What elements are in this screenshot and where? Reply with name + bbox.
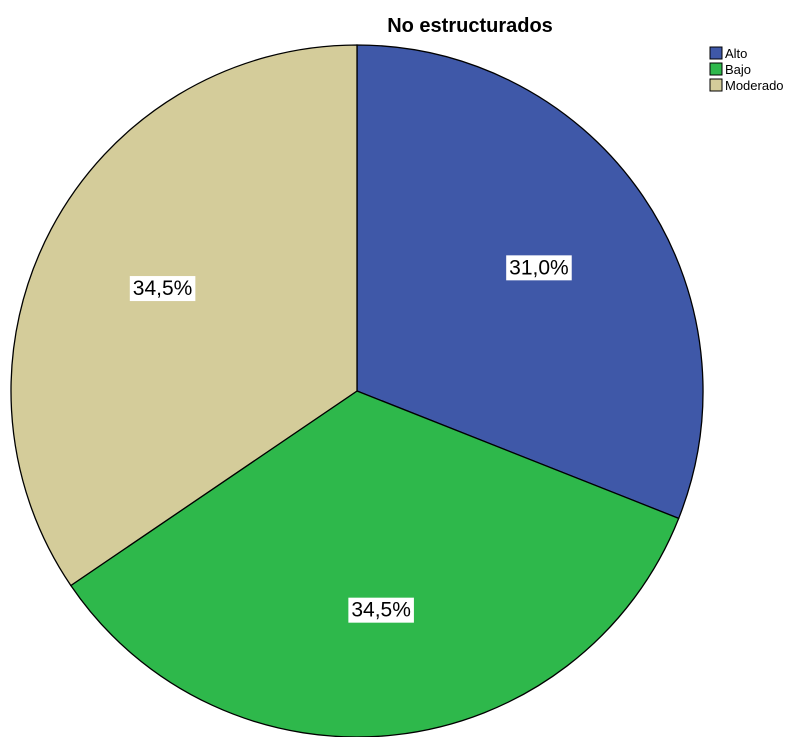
slice-label-text: 34,5% xyxy=(351,599,411,622)
pie-slices xyxy=(10,44,704,737)
legend-label-bajo: Bajo xyxy=(725,62,751,77)
slice-label-bg xyxy=(348,597,414,623)
slice-label-bajo: 34,5% xyxy=(348,597,414,623)
legend-swatch-moderado xyxy=(709,78,723,92)
slice-alto xyxy=(356,44,704,520)
slice-labels: 31,0% 34,5% 34,5% xyxy=(129,255,572,623)
legend-swatch-bajo xyxy=(709,62,723,76)
chart-title: No estructurados xyxy=(387,15,553,37)
legend-label-moderado: Moderado xyxy=(725,78,784,93)
slice-label-text: 31,0% xyxy=(509,256,569,279)
slice-label-text: 34,5% xyxy=(133,277,193,300)
slice-label-bg xyxy=(506,255,572,281)
slice-moderado xyxy=(10,44,358,587)
legend-label-alto: Alto xyxy=(725,46,747,61)
legend-swatch-alto xyxy=(709,46,723,60)
slice-bajo xyxy=(69,390,680,737)
slice-label-alto: 31,0% xyxy=(506,255,572,281)
slice-label-bg xyxy=(129,276,196,302)
slice-label-moderado: 34,5% xyxy=(129,276,196,302)
